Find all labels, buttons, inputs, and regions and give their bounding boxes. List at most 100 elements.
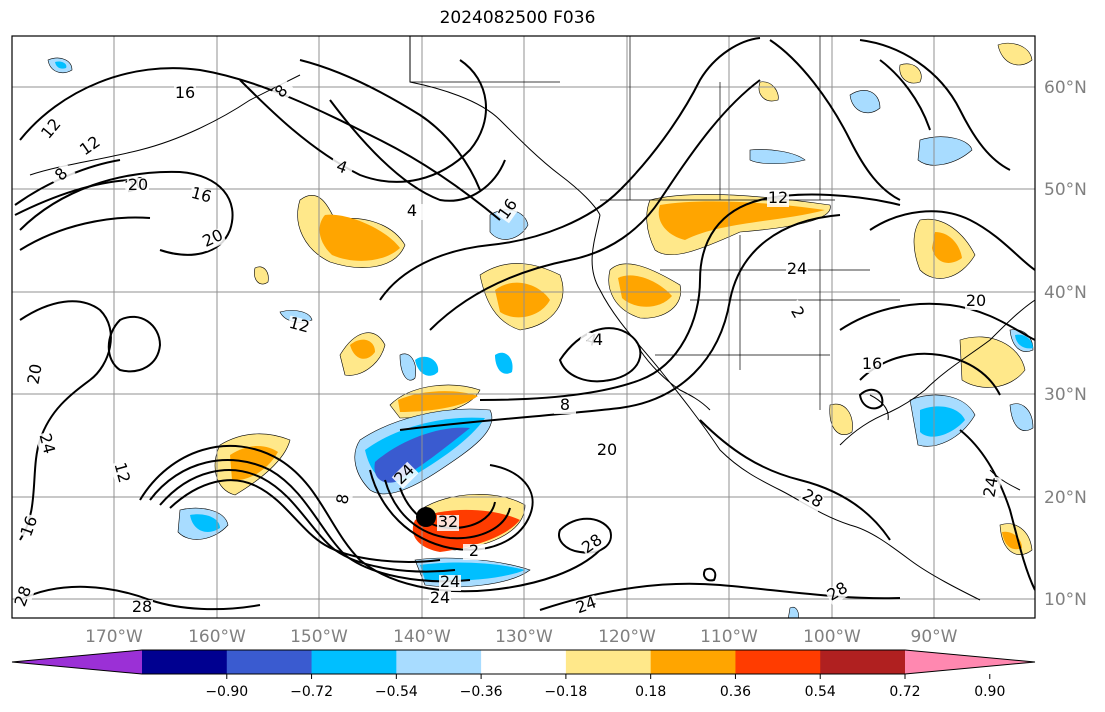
contour-label-background xyxy=(798,487,826,512)
colorbar-segment xyxy=(820,650,906,674)
lon-label-150w: 150°W xyxy=(290,627,348,647)
contour-label-background xyxy=(463,544,485,560)
colorbar-segment xyxy=(481,650,567,674)
colorbar-tick-label: 0.36 xyxy=(720,684,751,700)
contour-label: 12 xyxy=(287,313,312,337)
contour-label-background xyxy=(268,78,296,106)
map-content xyxy=(12,36,1035,618)
colorbar-segment xyxy=(650,650,736,674)
lat-label-40n: 40°N xyxy=(1044,283,1087,303)
colorbar-extend-high xyxy=(905,650,1035,674)
contour-label-background xyxy=(429,591,451,607)
colorbar-segment xyxy=(142,650,228,674)
contour-label-background xyxy=(391,461,419,489)
contour-label-background xyxy=(965,294,987,310)
contour-label-background xyxy=(786,262,808,278)
contour-label-background xyxy=(26,362,46,387)
contour-label: 24 xyxy=(979,475,1001,498)
contour-label: 28 xyxy=(132,597,152,616)
contour-label-background xyxy=(573,594,600,618)
contour-label-background xyxy=(982,475,1002,500)
lon-label-170w: 170°W xyxy=(85,627,143,647)
colorbar-segment xyxy=(565,650,652,674)
contour-label-background xyxy=(38,115,66,143)
contour-label-background xyxy=(824,580,852,605)
contour-label: 4 xyxy=(407,201,417,220)
colorbar-tick-label: −0.54 xyxy=(375,684,418,700)
contour-label-background xyxy=(401,204,423,220)
latitude-axis: 60°N 50°N 40°N 30°N 20°N 10°N xyxy=(1044,78,1087,610)
contour-label-background xyxy=(188,185,214,207)
colorbar-segment xyxy=(396,650,482,674)
contour-label-background xyxy=(131,600,153,616)
lat-label-60n: 60°N xyxy=(1044,78,1087,98)
contour-label-background xyxy=(579,531,607,558)
colorbar-outline xyxy=(11,649,1036,675)
contour-label: 4 xyxy=(593,330,603,349)
lon-label-100w: 100°W xyxy=(803,627,861,647)
colorbar-segment xyxy=(226,650,313,674)
lon-label-140w: 140°W xyxy=(393,627,451,647)
contour-label: 20 xyxy=(597,440,617,459)
contour-label-background xyxy=(439,575,461,591)
colorbar-tick-label: 0.90 xyxy=(974,684,1005,700)
colorbar-tick-label: 0.18 xyxy=(635,684,666,700)
contour-label: 24 xyxy=(36,431,60,456)
lat-label-10n: 10°N xyxy=(1044,590,1087,610)
contour-label: 24 xyxy=(440,572,460,591)
colorbar-segment xyxy=(735,650,821,674)
contour-label: 24 xyxy=(787,259,807,278)
coastlines xyxy=(29,36,1035,601)
contour-label: 2 xyxy=(469,541,479,560)
colorbar-tick-label: −0.18 xyxy=(544,684,587,700)
contour-label-background xyxy=(784,299,809,327)
contour-label-background xyxy=(77,133,105,160)
contour-label-background xyxy=(328,156,355,180)
longitude-axis: 170°W 160°W 150°W 140°W 130°W 120°W 110°… xyxy=(85,627,958,647)
cyclone-center-marker xyxy=(416,507,436,527)
contour-label-background xyxy=(12,583,36,610)
contour-label: 8 xyxy=(332,492,352,505)
contour-label-background xyxy=(110,460,132,486)
contour-label: 12 xyxy=(111,460,135,485)
contour-label: 16 xyxy=(862,354,882,373)
colorbar-tick-label: −0.72 xyxy=(290,684,333,700)
contour-label-background xyxy=(35,431,57,457)
colorbar-extend-low xyxy=(12,650,142,674)
contour-label: 32 xyxy=(438,512,458,531)
contour-label: 24 xyxy=(430,588,450,607)
contour-label: 20 xyxy=(23,362,45,385)
colorbar-tick-label: 0.54 xyxy=(805,684,836,700)
contour-label: 16 xyxy=(189,183,214,207)
contour-label-background xyxy=(861,357,883,373)
contour-label-background xyxy=(18,513,42,540)
positive-anomaly-mid xyxy=(230,201,1022,550)
contour-label: 16 xyxy=(175,83,195,102)
lon-label-90w: 90°W xyxy=(911,627,958,647)
contour-label: 8 xyxy=(560,395,570,414)
contour-label-background xyxy=(174,86,196,102)
colorbar-tick-label: −0.36 xyxy=(460,684,503,700)
contour-label: 20 xyxy=(966,291,986,310)
contour-label-background xyxy=(495,196,522,224)
contour-label-background xyxy=(437,515,459,531)
colorbar-segment xyxy=(311,650,397,674)
lat-label-20n: 20°N xyxy=(1044,488,1087,508)
contour-label-background xyxy=(127,178,149,194)
colorbar-tick-label: 0.72 xyxy=(889,684,920,700)
shaded-field xyxy=(47,42,1034,618)
contour-label-background xyxy=(596,443,618,459)
lon-label-130w: 130°W xyxy=(495,627,553,647)
contour-label-background xyxy=(334,487,354,512)
lon-label-120w: 120°W xyxy=(598,627,656,647)
contour-label-background xyxy=(554,398,576,414)
contour-label-background xyxy=(286,315,312,337)
graticule xyxy=(12,36,1035,618)
lon-label-110w: 110°W xyxy=(700,627,758,647)
lon-label-160w: 160°W xyxy=(188,627,246,647)
contour-label: 20 xyxy=(128,175,148,194)
contour-label-background xyxy=(48,161,76,189)
contour-label-background xyxy=(199,227,227,252)
colorbar: −0.90 −0.72 −0.54 −0.36 −0.18 0.18 0.36 0.54 0.7… xyxy=(11,649,1036,700)
